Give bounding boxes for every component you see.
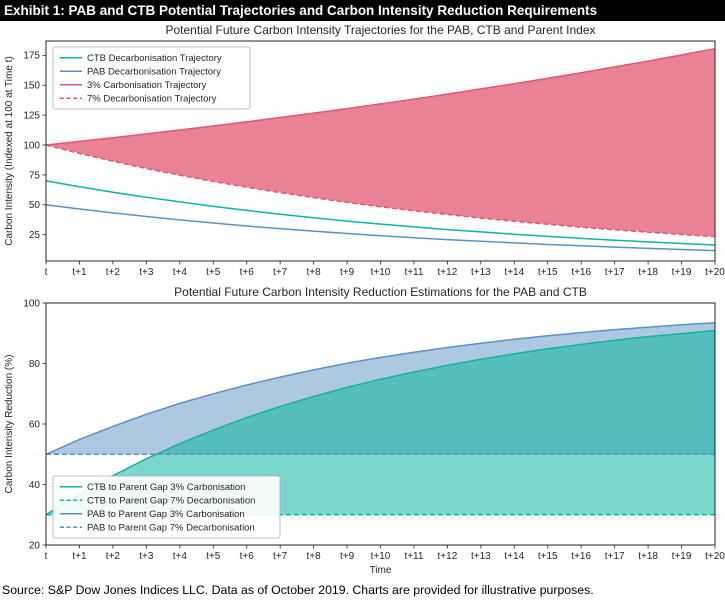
y-tick-label: 50: [29, 200, 41, 211]
y-axis-label: Carbon Intensity Reduction (%): [4, 355, 15, 494]
y-tick-label: 100: [23, 298, 40, 309]
x-tick-label: t+9: [340, 267, 355, 278]
legend-label: CTB Decarbonisation Trajectory: [87, 53, 222, 64]
y-axis-label: Carbon Intensity (Indexed at 100 at Time…: [4, 56, 15, 246]
x-tick-label: t+5: [206, 267, 221, 278]
x-tick-label: t+16: [571, 267, 591, 278]
exhibit-header: Exhibit 1: PAB and CTB Potential Traject…: [0, 0, 725, 21]
y-tick-label: 100: [23, 140, 40, 151]
x-tick-label: t+2: [106, 551, 121, 562]
x-tick-label: t: [45, 267, 48, 278]
y-tick-label: 75: [29, 170, 41, 181]
exhibit-title: Exhibit 1: PAB and CTB Potential Traject…: [4, 3, 598, 18]
legend: CTB to Parent Gap 3% Carbonisation CTB to…: [52, 475, 281, 539]
series-line-2: [45, 47, 716, 146]
x-tick-label: t+9: [340, 551, 355, 562]
y-tick-label: 40: [29, 480, 41, 491]
bottom-chart-svg: t t+1 t+2 t+3 t+4 t+5 t+6 t+7 t+8 t+9 t+10 t+11 t+12…: [4, 285, 725, 576]
chart-title: Potential Future Carbon Intensity Trajec…: [166, 23, 596, 37]
x-tick-label: t+6: [240, 267, 255, 278]
chart-title: Potential Future Carbon Intensity Reduct…: [174, 285, 587, 299]
series-line-1: [45, 204, 716, 252]
x-tick-label: t+19: [672, 551, 692, 562]
top-chart: t t+1 t+2 t+3 t+4 t+5 t+6 t+7 t+8 t+9 t+10 t+11 t+12…: [0, 21, 725, 283]
x-tick-label: t+5: [206, 551, 221, 562]
series-line-3: [45, 144, 716, 238]
x-tick-label: t+17: [605, 267, 625, 278]
x-tick-label: t+18: [638, 267, 658, 278]
x-tick-label: t+13: [471, 551, 491, 562]
x-tick-label: t+7: [273, 551, 288, 562]
x-tick-label: t+8: [307, 551, 322, 562]
y-tick-label: 150: [23, 81, 40, 92]
area-fill-pink: [46, 48, 715, 237]
y-tick-label: 175: [23, 51, 40, 62]
legend: CTB Decarbonisation Trajectory PAB Decarb…: [52, 46, 251, 110]
x-tick-label: t+11: [404, 267, 423, 278]
x-tick-label: t: [45, 551, 48, 562]
legend-label: PAB to Parent Gap 7% Decarbonisation: [87, 523, 255, 534]
x-tick-label: t+7: [273, 267, 288, 278]
y-tick-label: 80: [29, 359, 41, 370]
top-chart-svg: t t+1 t+2 t+3 t+4 t+5 t+6 t+7 t+8 t+9 t+10 t+11 t+12…: [4, 23, 725, 278]
x-tick-label: t+15: [538, 551, 558, 562]
x-tick-label: t+17: [605, 551, 625, 562]
legend-label: 3% Carbonisation Trajectory: [87, 80, 207, 91]
x-tick-label: t+20: [705, 551, 725, 562]
x-tick-label: t+13: [471, 267, 491, 278]
series-line-0: [45, 180, 716, 246]
x-tick-label: t+10: [371, 551, 391, 562]
source-note: Source: S&P Dow Jones Indices LLC. Data …: [2, 583, 594, 597]
series-line-0: [45, 329, 716, 516]
x-tick-label: t+2: [106, 267, 121, 278]
x-tick-label: t+1: [72, 551, 87, 562]
legend-label: CTB to Parent Gap 3% Carbonisation: [87, 482, 245, 493]
x-tick-label: t+12: [438, 267, 458, 278]
bottom-chart: t t+1 t+2 t+3 t+4 t+5 t+6 t+7 t+8 t+9 t+10 t+11 t+12…: [0, 283, 725, 581]
legend-box: [52, 475, 281, 539]
x-tick-label: t+18: [638, 551, 658, 562]
legend-label: CTB to Parent Gap 7% Decarbonisation: [87, 496, 255, 507]
x-tick-label: t+4: [173, 551, 188, 562]
x-tick-label: t+8: [307, 267, 322, 278]
legend-label: PAB to Parent Gap 3% Carbonisation: [87, 509, 245, 520]
x-tick-label: t+6: [240, 551, 255, 562]
x-tick-label: t+14: [504, 551, 524, 562]
x-tick-label: t+14: [504, 267, 524, 278]
x-tick-label: t+19: [672, 267, 692, 278]
x-tick-label: t+10: [371, 267, 391, 278]
legend-label: PAB Decarbonisation Trajectory: [87, 67, 221, 78]
x-tick-label: t+3: [139, 551, 154, 562]
x-tick-label: t+1: [72, 267, 87, 278]
legend-box: [52, 46, 251, 110]
legend-label: 7% Decarbonisation Trajectory: [87, 94, 217, 105]
x-tick-label: t+12: [438, 551, 458, 562]
x-axis-label: Time: [370, 565, 392, 576]
y-tick-label: 20: [29, 540, 41, 551]
x-tick-label: t+3: [139, 267, 154, 278]
x-tick-label: t+15: [538, 267, 558, 278]
y-tick-label: 25: [29, 230, 41, 241]
y-tick-label: 125: [23, 111, 40, 122]
x-tick-label: t+20: [705, 267, 725, 278]
area-fill-teal: [46, 330, 715, 515]
x-tick-label: t+11: [404, 551, 423, 562]
series-line-2: [45, 321, 716, 455]
x-tick-label: t+16: [571, 551, 591, 562]
x-tick-label: t+4: [173, 267, 188, 278]
y-tick-label: 60: [29, 419, 41, 430]
